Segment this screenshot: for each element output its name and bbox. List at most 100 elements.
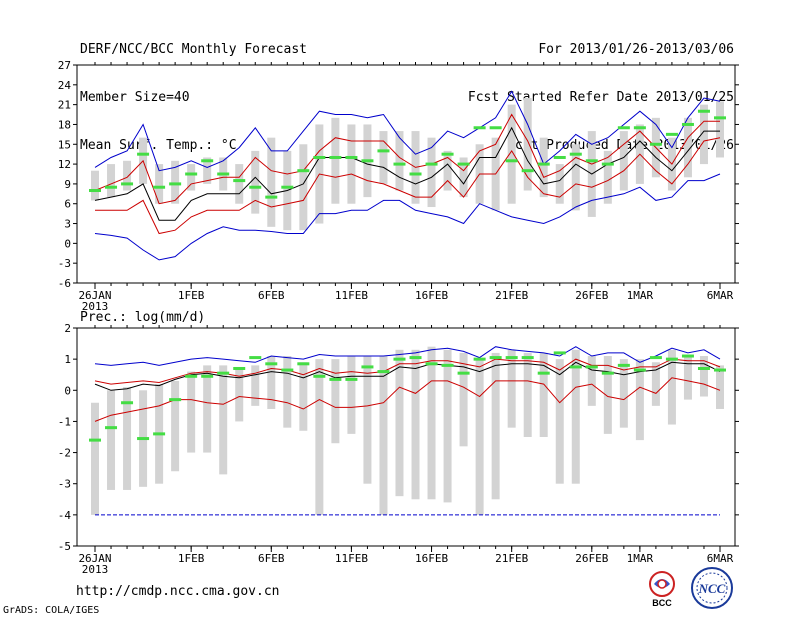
prec-obs-marker <box>681 354 694 358</box>
prec-ensemble-box <box>171 380 180 472</box>
temp-obs-marker <box>137 152 150 156</box>
temp-obs-marker <box>377 149 390 153</box>
source-url[interactable]: http://cmdp.ncc.cma.gov.cn <box>76 584 280 599</box>
temp-ensemble-box <box>523 98 532 191</box>
temp-obs-marker <box>409 172 422 176</box>
prec-ensemble-box <box>603 356 612 434</box>
temp-obs-marker <box>441 152 454 156</box>
prec-obs-marker <box>137 437 150 441</box>
temp-obs-marker <box>281 185 294 189</box>
temp-ensemble-box <box>507 104 516 204</box>
prec-obs-marker <box>153 432 166 436</box>
prec-obs-marker <box>585 365 598 369</box>
prec-xtick-label: 26FEB <box>575 552 608 565</box>
prec-ensemble-box <box>235 368 244 422</box>
temp-obs-marker <box>233 179 246 183</box>
prec-obs-marker <box>649 356 662 360</box>
temp-ensemble-box <box>91 170 99 201</box>
prec-xtick-label: 1FEB <box>178 552 205 565</box>
prec-ensemble-box <box>699 356 708 397</box>
temp-ytick-label: 27 <box>58 59 71 72</box>
temp-obs-marker <box>329 155 342 159</box>
temp-ensemble-box <box>571 144 580 211</box>
temp-obs-marker <box>105 185 118 189</box>
prec-obs-marker <box>345 377 358 381</box>
prec-obs-marker <box>569 365 582 369</box>
bcc-logo: BCC <box>649 571 675 608</box>
prec-ytick-label: -3 <box>58 478 71 491</box>
prec-xtick-label: 6FEB <box>258 552 285 565</box>
temp-obs-marker <box>89 189 101 193</box>
prec-obs-marker <box>697 366 710 370</box>
prec-ytick-label: 2 <box>64 322 71 335</box>
temp-lower-envelope-line <box>94 173 721 261</box>
temp-ensemble-box <box>395 131 404 191</box>
temp-lower-spread-line <box>95 137 721 235</box>
prec-ensemble-box <box>475 359 484 515</box>
prec-upper-spread-line <box>94 358 721 385</box>
temp-ytick-label: 18 <box>58 118 71 131</box>
temp-ensemble-box <box>716 101 724 158</box>
temp-obs-marker <box>153 185 166 189</box>
prec-ensemble-box <box>427 346 436 500</box>
prec-ensemble-box <box>571 349 580 484</box>
prec-obs-marker <box>201 374 214 378</box>
temp-obs-marker <box>697 109 710 113</box>
prec-obs-marker <box>489 356 502 360</box>
variable-label: Mean Surf. Temp.: °C <box>80 138 237 153</box>
temp-ensemble-box <box>427 137 436 208</box>
prec-ensemble-box <box>283 356 292 428</box>
temp-xtick-label: 21FEB <box>495 289 528 302</box>
temp-obs-marker <box>537 162 550 166</box>
prec-ensemble-box <box>491 352 500 500</box>
temp-ensemble-box <box>331 117 340 204</box>
temp-obs-marker <box>633 126 646 130</box>
prec-obs-marker <box>665 357 678 361</box>
prec-ensemble-box <box>315 359 324 515</box>
temp-obs-marker <box>265 195 278 199</box>
temp-ytick-label: 3 <box>64 218 71 231</box>
prec-xtick-label: 26JAN <box>78 552 111 565</box>
temp-obs-marker <box>649 142 662 146</box>
temp-obs-marker <box>585 159 598 163</box>
temp-obs-marker <box>201 159 214 163</box>
temp-obs-marker <box>714 116 726 120</box>
bcc-logo-text: BCC <box>652 598 672 608</box>
prec-obs-marker <box>265 362 278 366</box>
prec-obs-marker <box>473 357 486 361</box>
temp-xtick-label: 26FEB <box>575 289 608 302</box>
prec-ensemble-box <box>587 356 596 406</box>
prec-obs-marker <box>409 356 422 360</box>
prec-ensemble-box <box>619 359 628 428</box>
prec-obs-marker <box>617 363 630 367</box>
temp-xtick-label: 6FEB <box>258 289 285 302</box>
prec-ytick-label: -1 <box>58 415 71 428</box>
temp-ensemble-box <box>443 150 452 191</box>
prec-obs-marker <box>553 351 566 355</box>
prec-xtick-label: 16FEB <box>415 552 448 565</box>
prec-obs-marker <box>505 356 518 360</box>
prec-ensemble-box <box>107 390 116 490</box>
temp-ytick-label: 6 <box>64 198 71 211</box>
ncc-logo-text: NCC <box>698 581 726 596</box>
temp-ensemble-box <box>347 124 356 204</box>
prec-ensemble-box <box>443 349 452 503</box>
temp-xtick-sublabel: 2013 <box>82 300 109 313</box>
prec-ensemble-box <box>91 402 99 515</box>
temp-obs-marker <box>601 162 614 166</box>
prec-ensemble-box <box>683 356 692 400</box>
prec-obs-marker <box>169 398 182 402</box>
prec-ytick-label: -2 <box>58 447 71 460</box>
temp-xtick-label: 16FEB <box>415 289 448 302</box>
prec-obs-marker <box>185 374 198 378</box>
temp-ytick-label: 12 <box>58 158 71 171</box>
chart-title: DERF/NCC/BCC Monthly Forecast <box>80 42 307 57</box>
prec-ensemble-box <box>667 349 676 425</box>
temp-obs-marker <box>361 159 374 163</box>
temp-obs-marker <box>569 152 582 156</box>
temp-plot-frame <box>76 64 736 284</box>
prec-obs-marker <box>121 401 134 405</box>
prec-xtick-label: 6MAR <box>707 552 734 565</box>
